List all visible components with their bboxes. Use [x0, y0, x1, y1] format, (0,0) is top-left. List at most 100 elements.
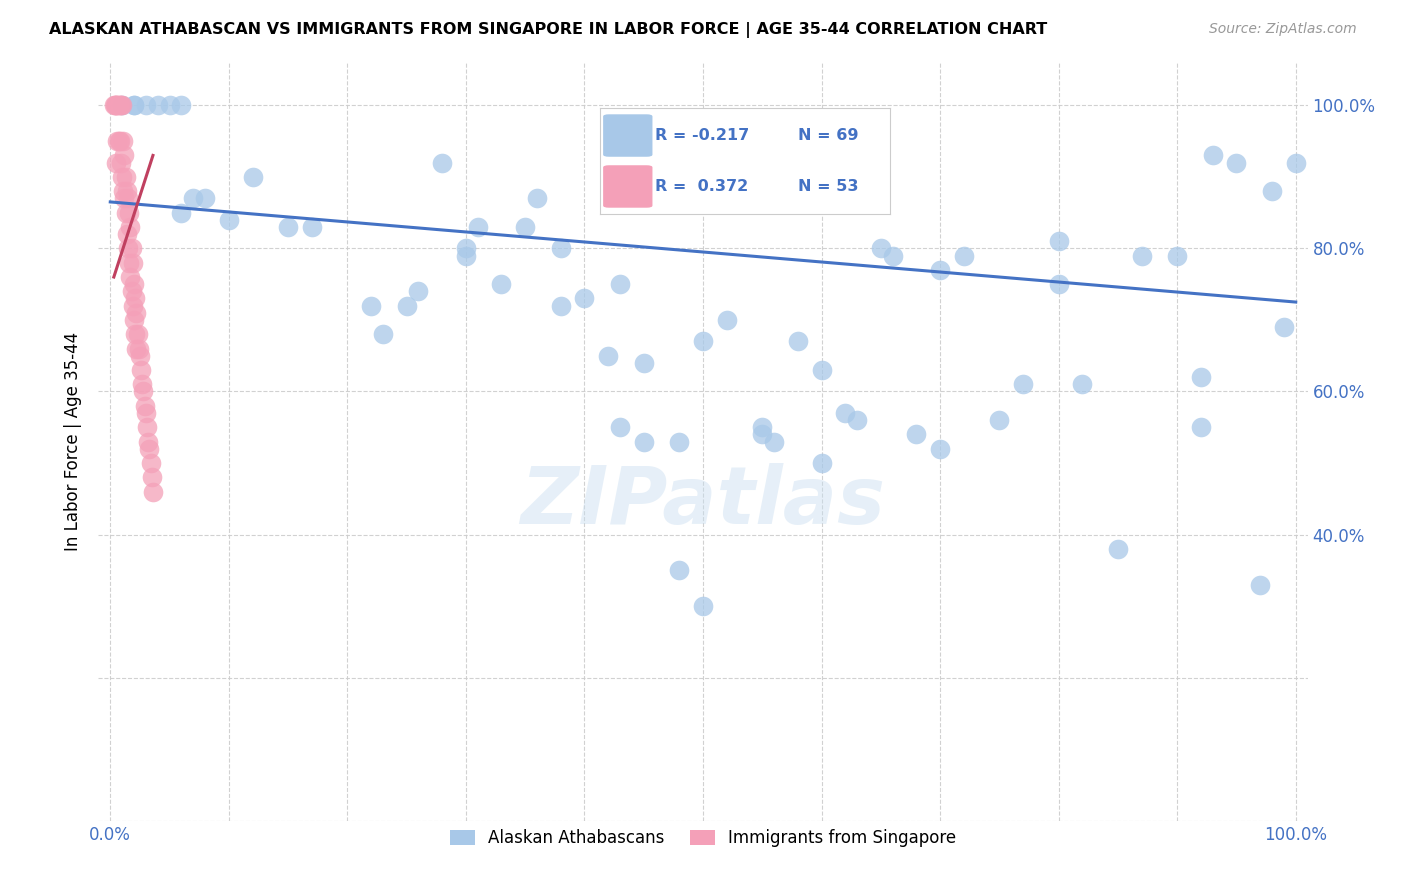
Point	[395, 299, 418, 313]
Point	[129, 363, 152, 377]
Point	[121, 241, 143, 255]
Point	[125, 306, 148, 320]
Point	[134, 399, 156, 413]
Point	[104, 98, 127, 112]
Point	[952, 249, 974, 263]
Point	[692, 191, 714, 205]
Point	[929, 263, 952, 277]
Point	[129, 349, 152, 363]
Point	[122, 98, 145, 112]
Point	[124, 327, 146, 342]
Point	[1261, 184, 1284, 198]
Text: Source: ZipAtlas.com: Source: ZipAtlas.com	[1209, 22, 1357, 37]
Point	[122, 98, 145, 112]
Point	[869, 241, 891, 255]
Point	[763, 434, 786, 449]
Point	[1107, 541, 1129, 556]
Point	[301, 219, 323, 234]
Point	[1272, 320, 1295, 334]
Point	[1130, 249, 1153, 263]
Point	[692, 599, 714, 613]
Point	[786, 334, 808, 349]
Point	[115, 184, 138, 198]
Point	[929, 442, 952, 456]
Text: ZIPatlas: ZIPatlas	[520, 463, 886, 541]
Y-axis label: In Labor Force | Age 35-44: In Labor Force | Age 35-44	[65, 332, 83, 551]
Point	[110, 155, 132, 169]
Point	[121, 285, 143, 299]
Point	[132, 384, 155, 399]
Point	[142, 484, 165, 499]
Point	[105, 155, 128, 169]
Point	[1012, 377, 1035, 392]
Point	[127, 327, 149, 342]
Point	[491, 277, 513, 292]
Point	[128, 342, 150, 356]
Point	[1249, 577, 1271, 591]
Point	[107, 98, 129, 112]
Point	[105, 134, 128, 148]
Point	[574, 292, 596, 306]
Point	[846, 413, 869, 427]
Point	[118, 205, 141, 219]
Point	[139, 456, 162, 470]
Point	[454, 249, 477, 263]
Point	[103, 98, 125, 112]
Point	[146, 98, 169, 112]
Point	[181, 191, 204, 205]
Point	[170, 205, 193, 219]
Point	[432, 155, 454, 169]
Point	[454, 241, 477, 255]
Point	[598, 349, 620, 363]
Point	[242, 169, 264, 184]
Point	[105, 98, 128, 112]
Point	[609, 420, 631, 434]
Point	[1285, 155, 1308, 169]
Point	[905, 427, 928, 442]
Point	[120, 270, 142, 285]
Point	[136, 420, 159, 434]
Point	[371, 327, 394, 342]
Point	[135, 406, 157, 420]
Point	[112, 184, 135, 198]
Point	[218, 212, 240, 227]
Point	[810, 363, 832, 377]
Point	[716, 313, 738, 327]
Point	[121, 299, 143, 313]
Point	[122, 277, 145, 292]
Point	[668, 434, 690, 449]
Point	[112, 134, 135, 148]
Point	[117, 191, 139, 205]
Point	[111, 98, 134, 112]
Legend: Alaskan Athabascans, Immigrants from Singapore: Alaskan Athabascans, Immigrants from Sin…	[443, 822, 963, 854]
Point	[834, 406, 856, 420]
Point	[114, 205, 136, 219]
Point	[114, 148, 136, 162]
Point	[120, 219, 142, 234]
Point	[141, 470, 163, 484]
Point	[751, 420, 773, 434]
Point	[1225, 155, 1247, 169]
Point	[1166, 249, 1188, 263]
Point	[882, 249, 904, 263]
Point	[115, 227, 138, 241]
Point	[118, 256, 141, 270]
Point	[110, 98, 132, 112]
Point	[114, 191, 136, 205]
Point	[105, 98, 128, 112]
Point	[277, 219, 299, 234]
Point	[105, 98, 128, 112]
Point	[810, 456, 832, 470]
Point	[194, 191, 217, 205]
Point	[1202, 148, 1225, 162]
Point	[550, 299, 572, 313]
Point	[1189, 420, 1212, 434]
Point	[408, 285, 430, 299]
Point	[138, 442, 160, 456]
Point	[692, 334, 714, 349]
Point	[136, 434, 159, 449]
Point	[1047, 277, 1070, 292]
Point	[526, 191, 548, 205]
Point	[1071, 377, 1094, 392]
Point	[467, 219, 489, 234]
